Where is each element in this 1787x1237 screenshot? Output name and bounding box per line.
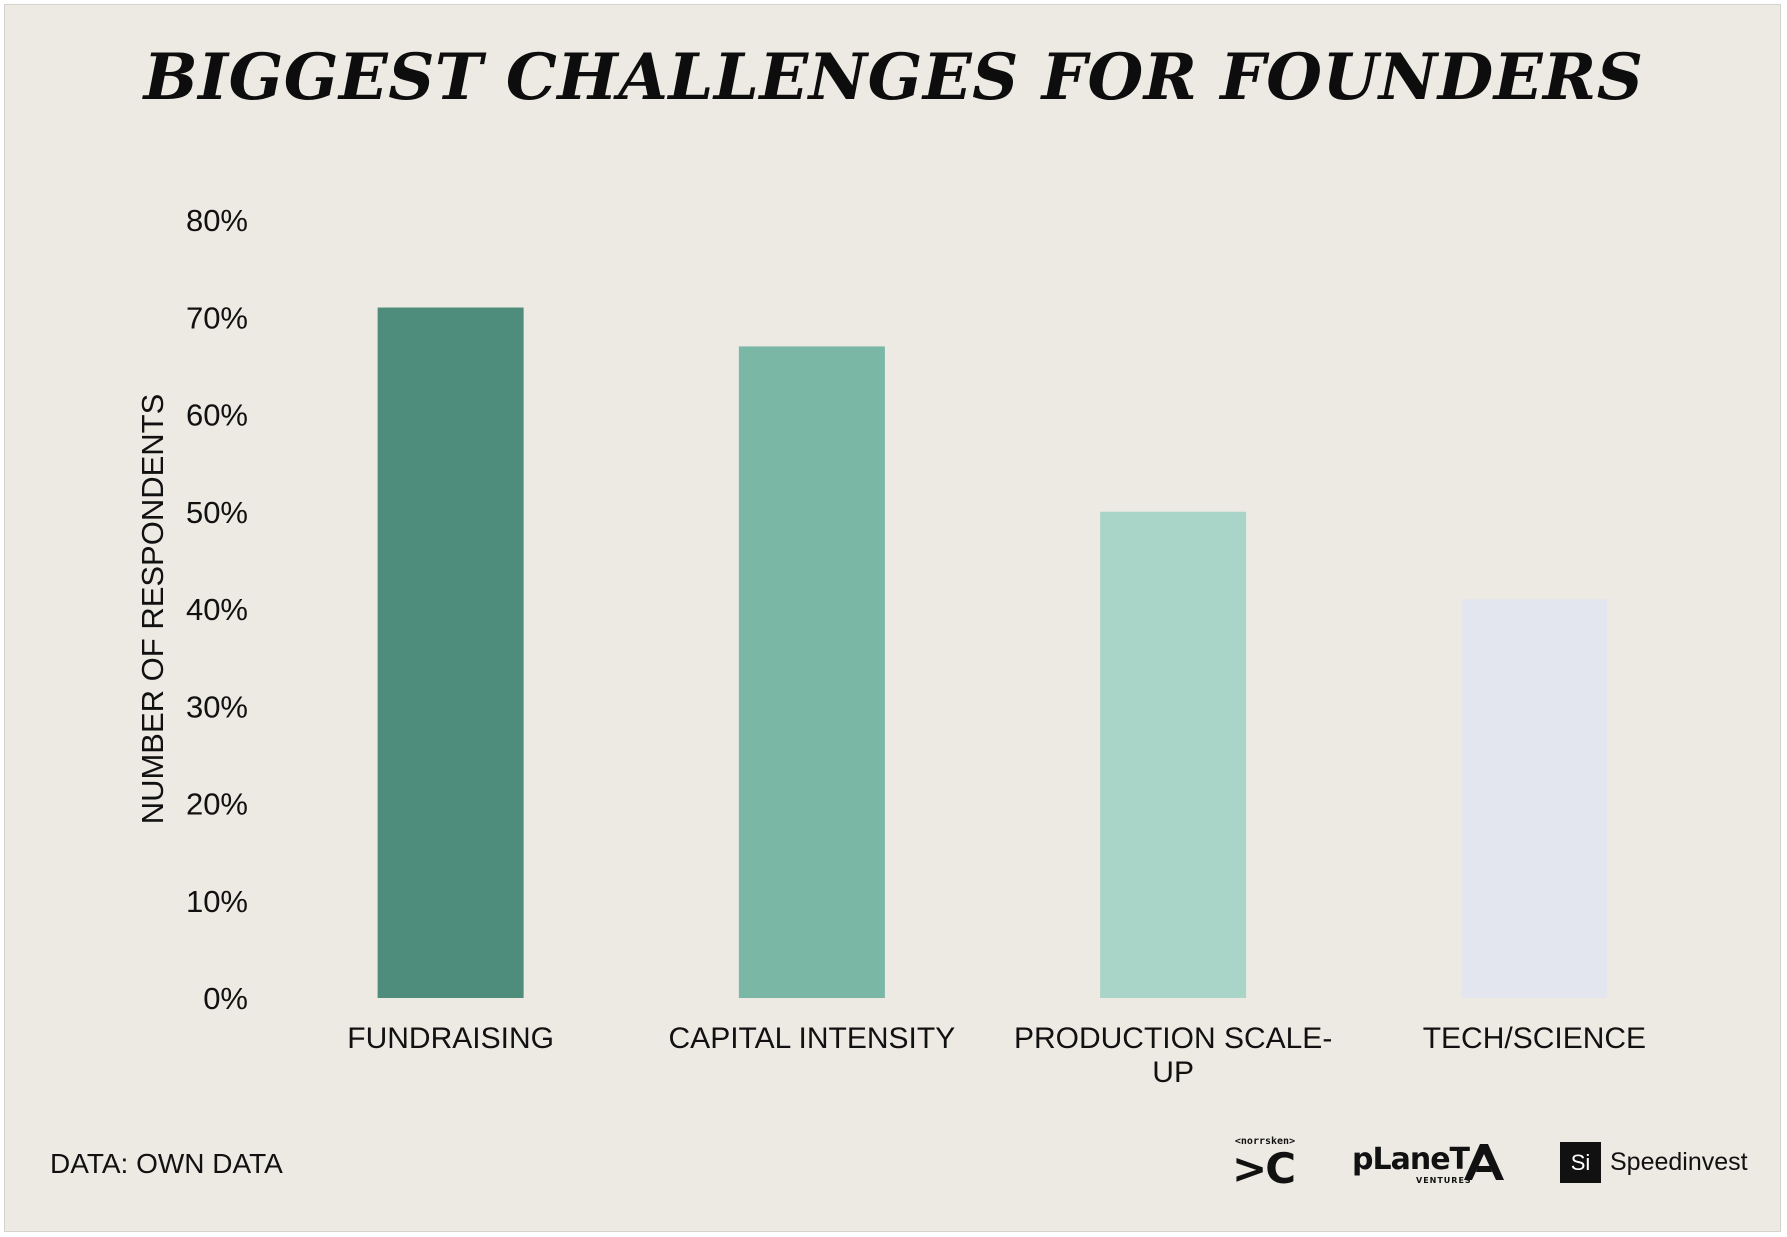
y-tick-label: 0% [203,981,248,1016]
y-tick-label: 50% [186,495,248,530]
y-tick-label: 20% [186,787,248,822]
y-axis-title: NUMBER OF RESPONDENTS [135,394,170,825]
x-category-label: UP [1152,1056,1194,1089]
speedinvest-logo: Si Speedinvest [1560,1142,1760,1184]
y-tick-label: 80% [186,203,248,238]
x-category-label: FUNDRAISING [347,1022,554,1055]
speedinvest-logo-mark: Si [1560,1142,1601,1183]
x-category-label: TECH/SCIENCE [1423,1022,1646,1055]
bar-tech-science [1461,599,1608,998]
bar-capital-intensity [738,346,885,998]
y-tick-label: 70% [186,300,248,335]
y-tick-label: 60% [186,398,248,433]
norrsken-logo-mark: >C [1232,1144,1296,1193]
x-category-label: CAPITAL INTENSITY [669,1022,956,1055]
bar-fundraising [377,307,524,998]
data-source-note: DATA: OWN DATA [50,1148,283,1179]
speedinvest-logo-word: Speedinvest [1610,1148,1748,1176]
planet-logo-word: pLaneT [1352,1142,1470,1177]
planet-a-ventures-logo: pLaneT VENTURES [1352,1142,1512,1188]
y-tick-label: 40% [186,592,248,627]
planet-logo-subtext: VENTURES [1416,1176,1472,1185]
planet-a-mark-icon [1464,1144,1504,1180]
y-tick-label: 10% [186,884,248,919]
norrsken-logo-small-text: <norrsken> [1234,1136,1296,1147]
chart-title: BIGGEST CHALLENGES FOR FOUNDERS [143,40,1644,115]
x-category-label: PRODUCTION SCALE- [1014,1022,1332,1055]
bar-production-scale-up [1100,511,1247,998]
y-tick-label: 30% [186,689,248,724]
norrsken-logo: <norrsken> >C [1228,1136,1302,1193]
